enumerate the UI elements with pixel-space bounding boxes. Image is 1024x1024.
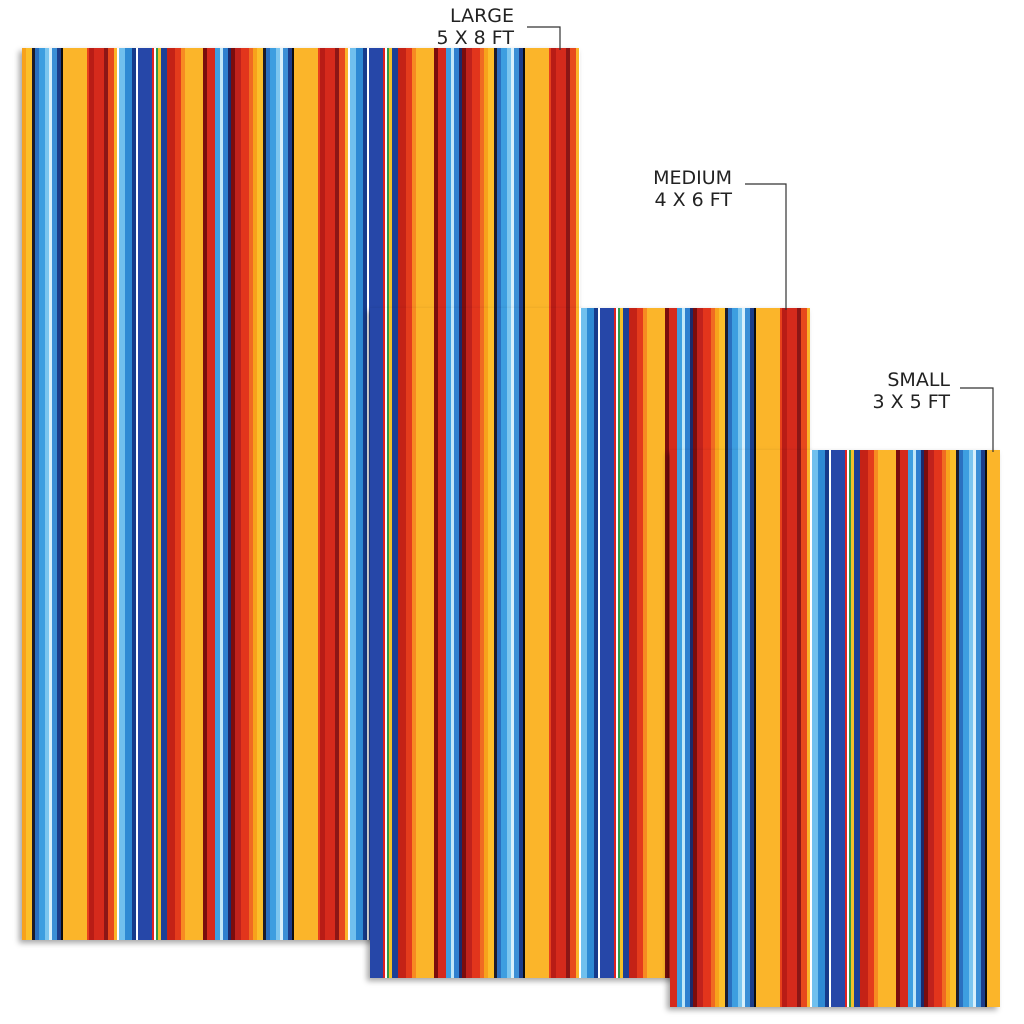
size-name: MEDIUM	[653, 167, 732, 189]
size-name: SMALL	[887, 369, 950, 391]
size-dimensions: 4 X 6 FT	[654, 189, 732, 211]
size-dimensions: 3 X 5 FT	[872, 391, 950, 413]
size-name: LARGE	[450, 5, 514, 27]
small-rug	[670, 450, 1000, 1007]
size-dimensions: 5 X 8 FT	[436, 27, 514, 49]
leader-line	[745, 183, 787, 310]
leader-line	[527, 26, 561, 50]
leader-line	[960, 387, 994, 452]
